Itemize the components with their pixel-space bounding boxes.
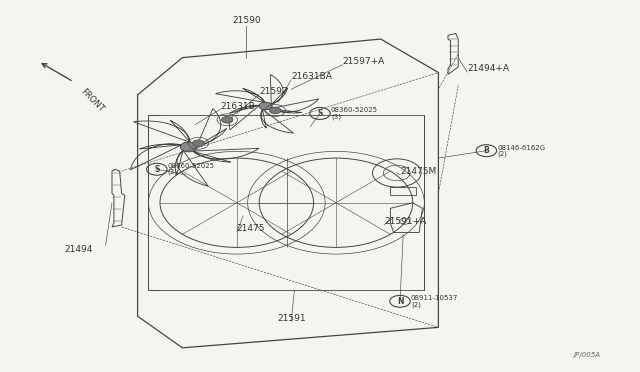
Text: S: S <box>154 165 159 174</box>
Text: JP/005A: JP/005A <box>573 352 600 358</box>
Circle shape <box>259 102 272 110</box>
Bar <box>390 187 416 195</box>
Text: 21591+A: 21591+A <box>384 217 426 226</box>
Text: 21597: 21597 <box>259 87 288 96</box>
Text: 21494+A: 21494+A <box>467 64 509 73</box>
Text: 08360-52025: 08360-52025 <box>331 108 378 113</box>
Circle shape <box>193 140 204 147</box>
Circle shape <box>221 116 233 123</box>
Text: 21631B: 21631B <box>221 102 255 110</box>
Text: 21597+A: 21597+A <box>342 57 385 66</box>
Text: (3): (3) <box>331 113 341 120</box>
Text: 21494: 21494 <box>64 245 92 254</box>
Text: 21475: 21475 <box>237 224 266 233</box>
Text: FRONT: FRONT <box>79 87 106 114</box>
Text: 08146-6162G: 08146-6162G <box>497 145 545 151</box>
Text: 08911-10537: 08911-10537 <box>411 295 458 301</box>
Circle shape <box>180 142 197 152</box>
Text: S: S <box>317 109 323 118</box>
Text: (3): (3) <box>168 169 178 176</box>
Text: 21631BA: 21631BA <box>291 72 332 81</box>
Text: B: B <box>484 146 489 155</box>
Text: 08360-52025: 08360-52025 <box>168 163 214 169</box>
Text: 21591: 21591 <box>277 314 305 323</box>
Text: (2): (2) <box>497 150 507 157</box>
Text: 21475M: 21475M <box>400 167 436 176</box>
Text: N: N <box>397 297 403 306</box>
Text: 21590: 21590 <box>232 16 260 25</box>
Text: (2): (2) <box>411 301 420 308</box>
Circle shape <box>269 107 281 114</box>
